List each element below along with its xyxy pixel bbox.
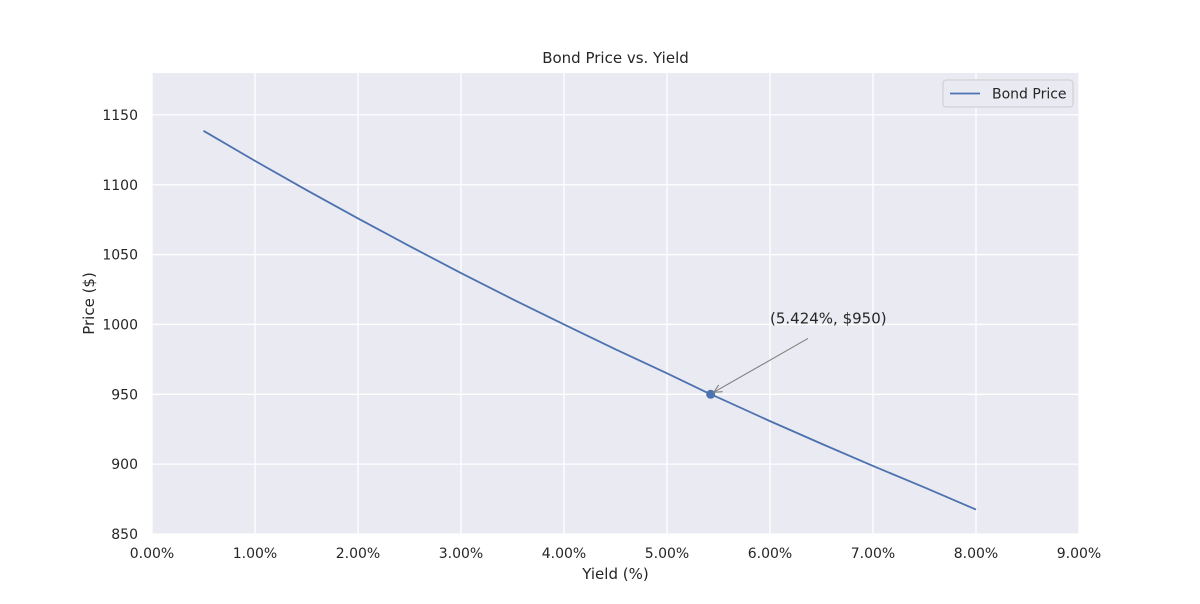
annotation-label: (5.424%, $950) — [770, 309, 887, 327]
y-axis-title: Price ($) — [80, 272, 98, 335]
y-tick-label: 1150 — [102, 108, 138, 124]
grid-lines — [151, 73, 1080, 535]
annotation-layer: (5.424%, $950) — [706, 309, 887, 399]
y-tick-label: 850 — [111, 527, 138, 543]
x-tick-label: 1.00% — [233, 546, 277, 562]
y-tick-label: 950 — [111, 387, 138, 403]
y-tick-label: 1050 — [102, 248, 138, 264]
y-tick-label: 900 — [111, 457, 138, 473]
x-tick-label: 8.00% — [954, 546, 998, 562]
highlight-point — [706, 389, 716, 399]
x-tick-label: 0.00% — [130, 546, 174, 562]
x-tick-label: 7.00% — [851, 546, 895, 562]
x-axis-title: Yield (%) — [581, 565, 648, 583]
chart-title: Bond Price vs. Yield — [542, 49, 689, 67]
legend-label-bond-price: Bond Price — [992, 87, 1067, 103]
x-tick-label: 2.00% — [336, 546, 380, 562]
x-tick-label: 9.00% — [1057, 546, 1101, 562]
series-line-bond-price — [203, 130, 977, 511]
y-tick-label: 1100 — [102, 178, 138, 194]
legend: Bond Price — [942, 79, 1074, 108]
annotation-arrowhead — [712, 384, 723, 393]
legend-box — [942, 79, 1074, 108]
x-tick-label: 5.00% — [645, 546, 689, 562]
series-layer — [203, 130, 977, 511]
plot-area — [152, 73, 1079, 534]
annotation-arrow — [713, 337, 809, 393]
x-tick-label: 6.00% — [748, 546, 792, 562]
tick-labels: 0.00% 1.00% 2.00% 3.00% 4.00% 5.00% 6.00% 7.00%… — [102, 108, 1101, 562]
y-tick-label: 1000 — [102, 317, 138, 333]
x-tick-label: 3.00% — [439, 546, 483, 562]
x-tick-label: 4.00% — [542, 546, 586, 562]
